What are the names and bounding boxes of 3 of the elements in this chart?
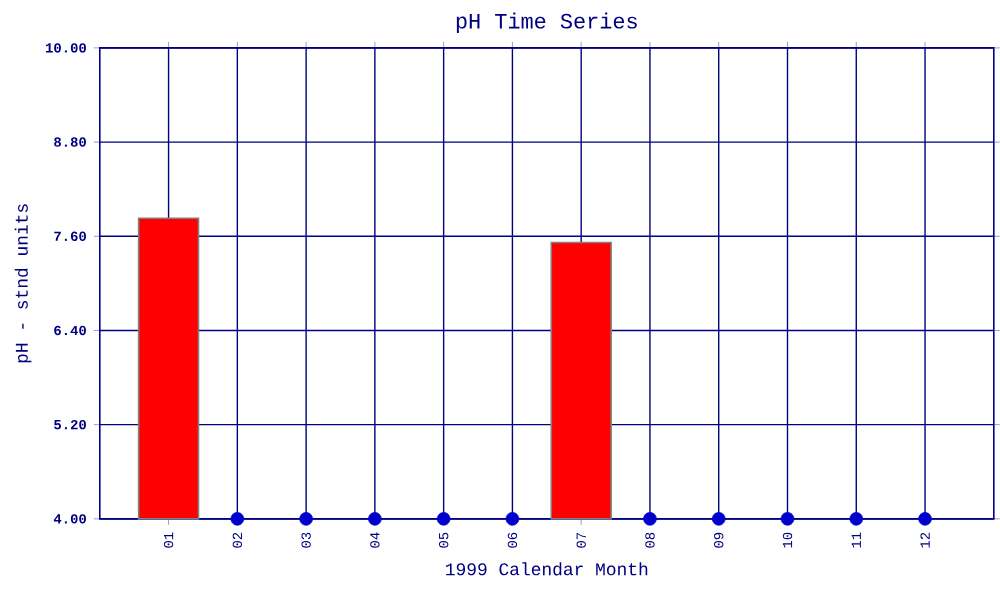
x-axis-title: 1999 Calendar Month bbox=[446, 561, 648, 576]
chart-title: pH Time Series bbox=[456, 12, 637, 33]
y-axis-title: pH - stnd units bbox=[14, 204, 32, 363]
